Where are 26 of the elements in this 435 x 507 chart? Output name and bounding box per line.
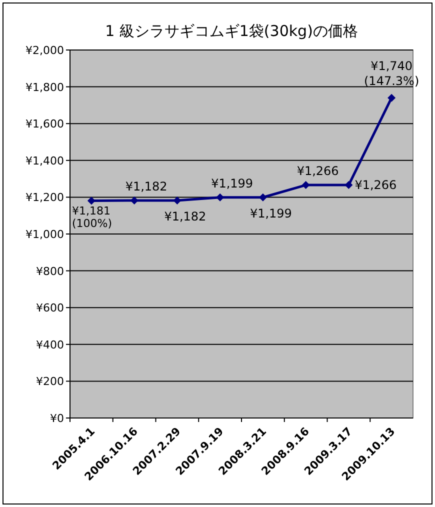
data-label: ¥1,740 (147.3%) [364, 58, 420, 88]
y-tick-label: ¥0 [50, 412, 64, 425]
point [388, 94, 396, 102]
data-label: ¥1,199 [250, 206, 292, 220]
data-label: ¥1,182 [164, 210, 206, 224]
data-label: ¥1,182 [125, 180, 168, 194]
y-tick-label: ¥1,800 [26, 80, 64, 94]
y-tick-label: ¥2,000 [26, 44, 64, 57]
y-tick-label: ¥1,400 [26, 154, 64, 168]
point [87, 196, 96, 205]
data-label: ¥1,266 [296, 164, 339, 178]
point [130, 196, 138, 205]
y-tick-label: ¥200 [36, 375, 64, 388]
y-tick-label: ¥800 [36, 264, 64, 278]
data-label: ¥1,266 [354, 178, 397, 192]
y-tick-label: ¥1,000 [26, 228, 64, 241]
point [173, 196, 182, 205]
point [344, 181, 353, 190]
y-tick-label: ¥1,600 [26, 118, 64, 131]
point [302, 181, 310, 190]
data-label: ¥1,181 (100%) [72, 204, 112, 230]
y-tick-label: ¥600 [36, 302, 64, 315]
data-label: ¥1,199 [211, 176, 254, 190]
y-tick-label: ¥400 [36, 338, 64, 352]
y-tick-label: ¥1,200 [26, 191, 64, 204]
chart-title: 1 級シラサギコムギ1袋(30kg)の価格 [105, 22, 358, 40]
